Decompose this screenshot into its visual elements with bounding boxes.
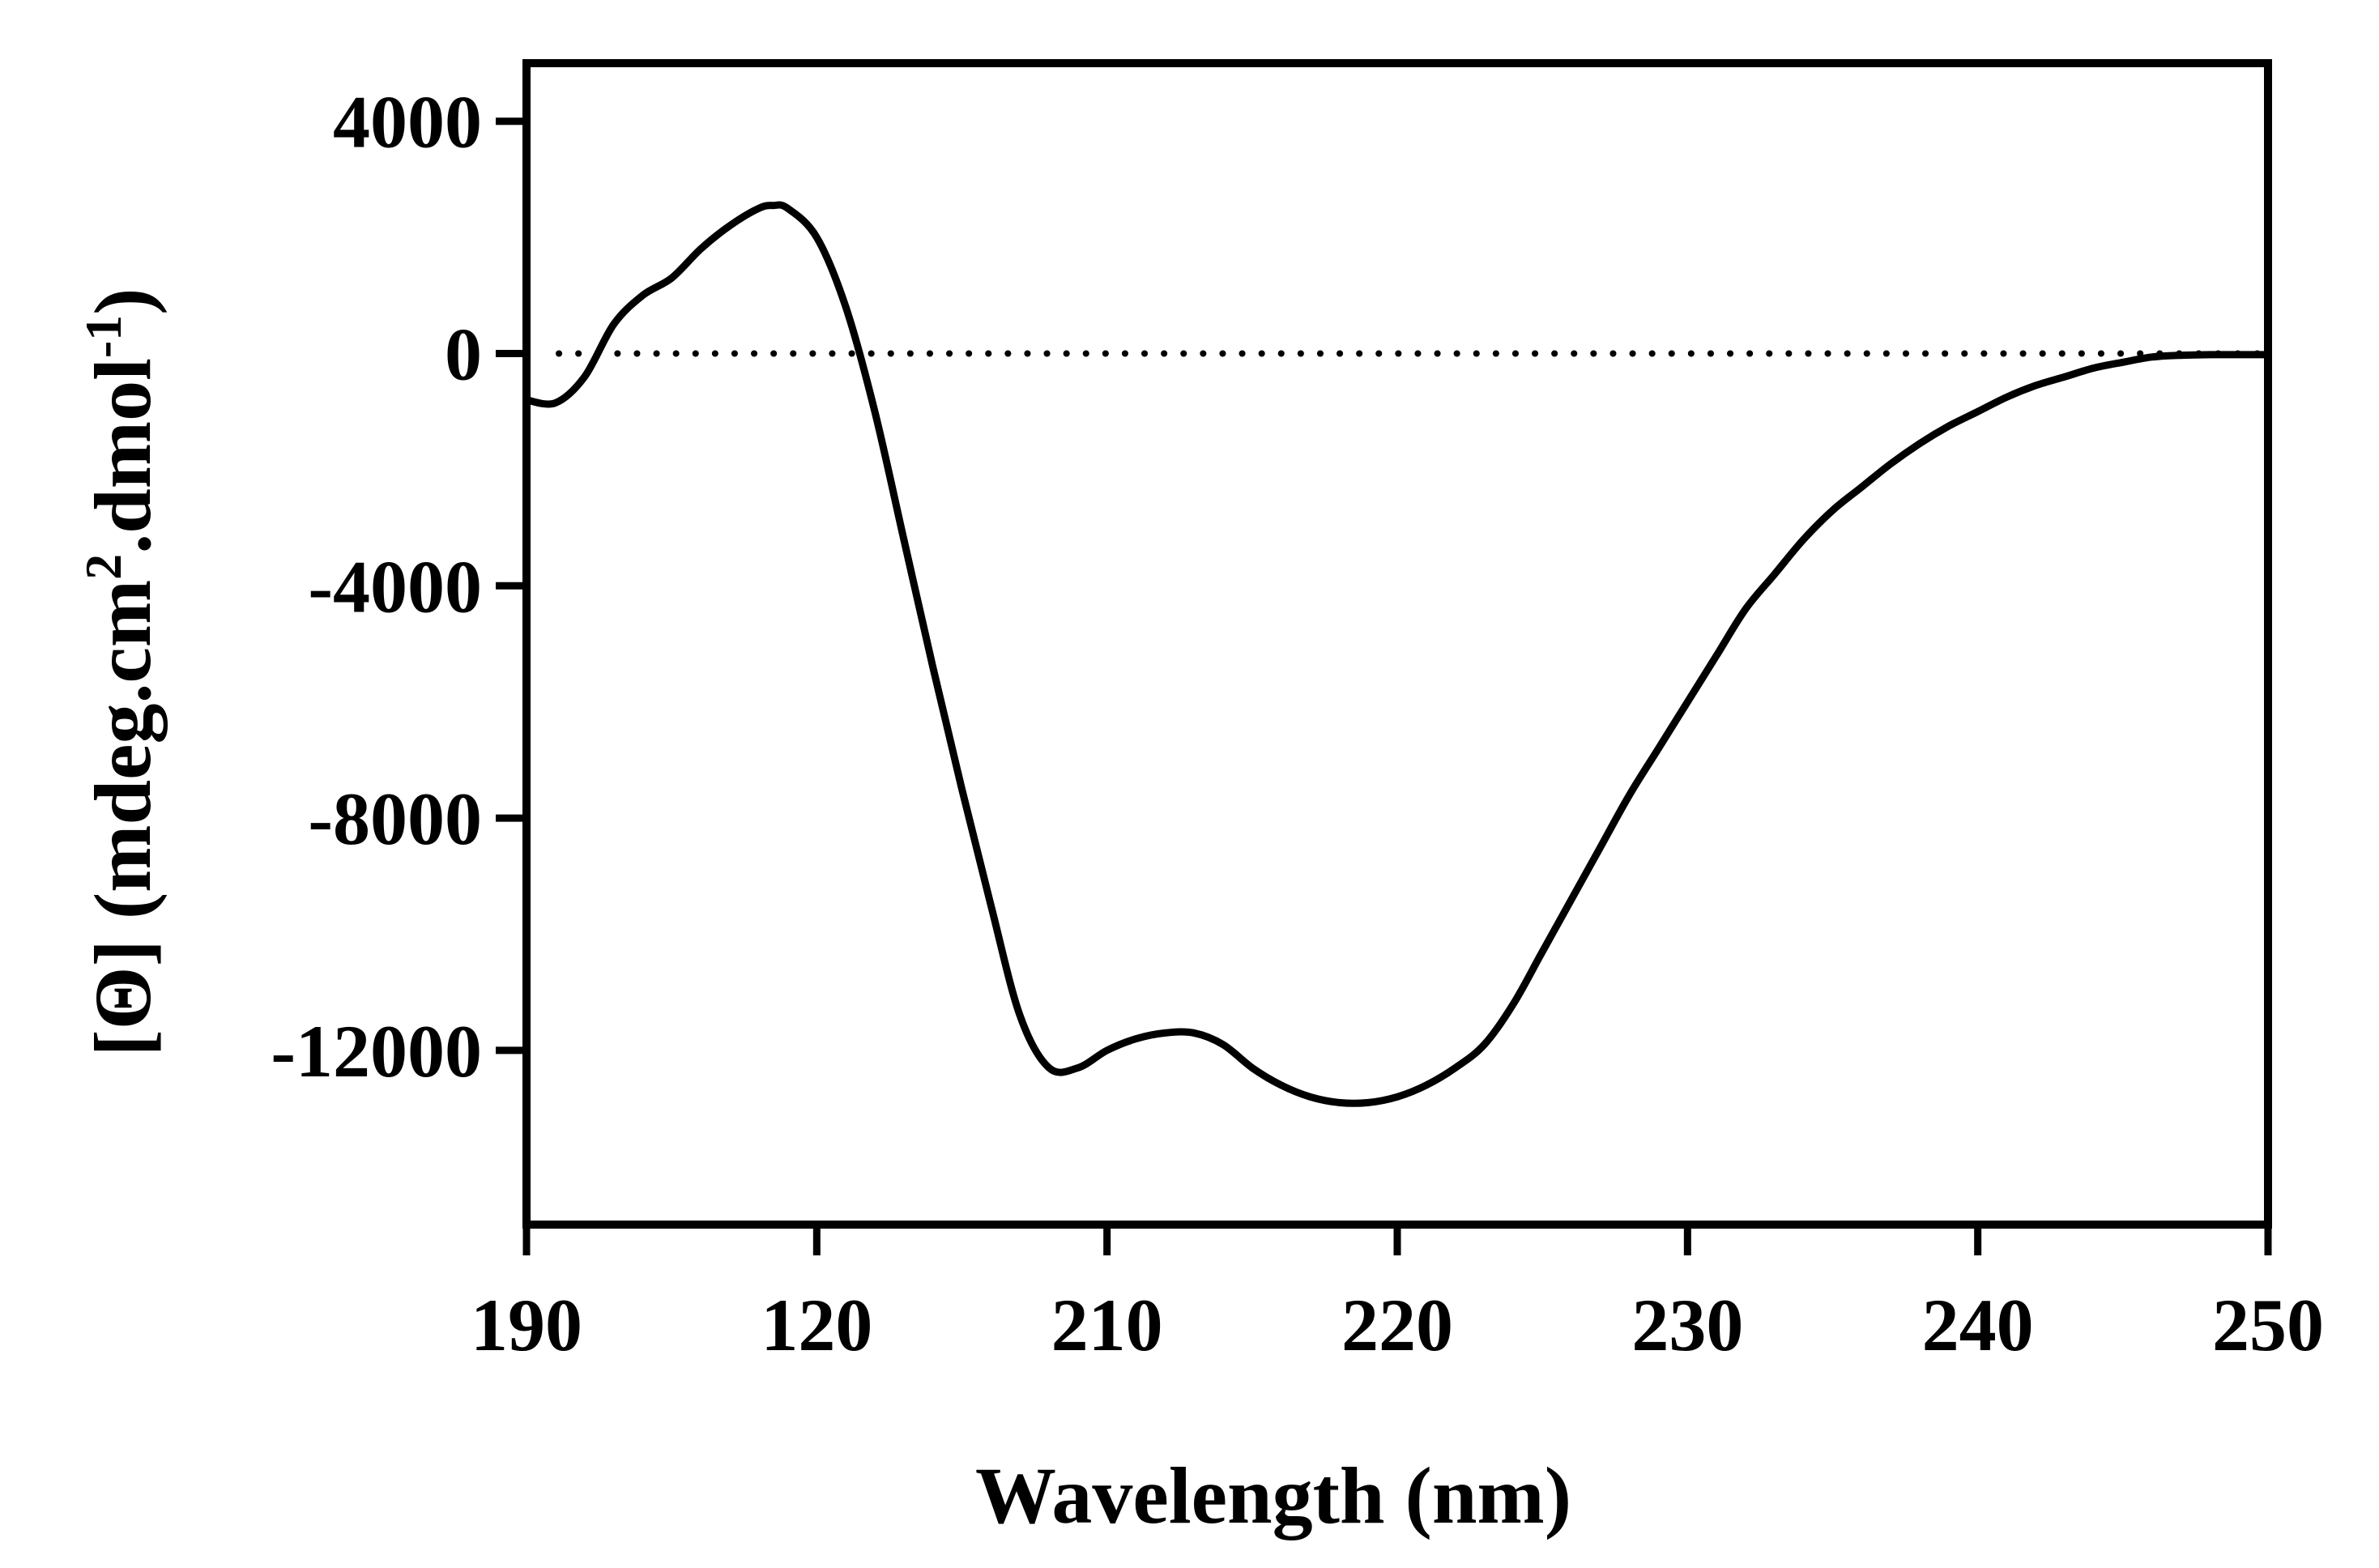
x-tick-label: 190 xyxy=(471,1284,582,1366)
y-axis-title-sup2: -1 xyxy=(75,315,132,358)
x-tick-label: 120 xyxy=(761,1284,872,1366)
y-axis-title: [Θ] (mdeg.cm2.dmol-1) xyxy=(75,288,168,1057)
x-tick-label: 240 xyxy=(1922,1284,2034,1366)
x-tick-label: 230 xyxy=(1631,1284,1743,1366)
x-axis-title: Wavelength (nm) xyxy=(975,1451,1571,1540)
y-tick-label: -12000 xyxy=(271,1010,482,1093)
y-axis-title-middle: .dmol xyxy=(78,358,168,554)
x-tick-label: 220 xyxy=(1341,1284,1453,1366)
y-axis-title-suffix: ) xyxy=(78,288,168,315)
x-axis: 190 120 210 220 230 240 250 xyxy=(471,1225,2324,1366)
plot-frame xyxy=(522,59,2272,1229)
y-tick-label: -4000 xyxy=(308,545,482,628)
y-axis-title-sup1: 2 xyxy=(75,554,132,580)
y-tick-label: 4000 xyxy=(333,81,482,164)
x-tick-label: 250 xyxy=(2212,1284,2324,1366)
y-tick-label: -8000 xyxy=(308,778,482,860)
y-axis: 4000 0 -4000 -8000 -12000 xyxy=(271,81,527,1093)
x-tick-label: 210 xyxy=(1051,1284,1163,1366)
series-line-cd-spectrum xyxy=(522,201,2272,1107)
y-tick-label: 0 xyxy=(445,313,482,396)
y-axis-title-prefix: [Θ] (mdeg.cm xyxy=(78,580,168,1057)
